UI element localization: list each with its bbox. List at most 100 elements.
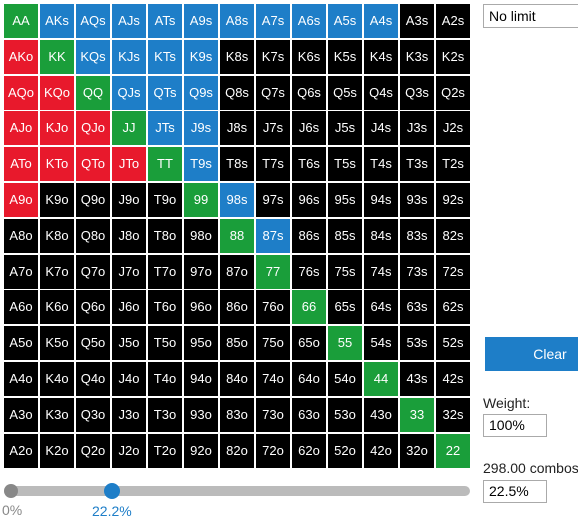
hand-cell[interactable]: AQs <box>76 4 110 38</box>
hand-cell[interactable]: A8o <box>4 218 38 253</box>
hand-cell[interactable]: J4o <box>112 362 146 396</box>
hand-cell[interactable]: Q9o <box>76 183 110 217</box>
hand-cell[interactable]: 44 <box>364 362 398 396</box>
hand-cell[interactable]: Q5o <box>76 326 110 361</box>
hand-cell[interactable]: 96s <box>292 183 326 217</box>
hand-cell[interactable]: QJs <box>112 75 146 110</box>
hand-cell[interactable]: Q4s <box>364 75 398 110</box>
hand-cell[interactable]: Q7o <box>76 254 110 289</box>
hand-cell[interactable]: 83s <box>400 218 434 253</box>
hand-cell[interactable]: T4s <box>364 147 398 182</box>
hand-cell[interactable]: 65o <box>292 326 326 361</box>
hand-cell[interactable]: 32s <box>436 397 470 432</box>
hand-cell[interactable]: J5s <box>328 111 362 146</box>
hand-cell[interactable]: 33 <box>400 397 434 432</box>
hand-cell[interactable]: K4o <box>40 362 74 396</box>
hand-cell[interactable]: Q5s <box>328 75 362 110</box>
hand-cell[interactable]: 74o <box>256 362 290 396</box>
hand-cell[interactable]: TT <box>148 147 182 182</box>
hand-cell[interactable]: T5o <box>148 326 182 361</box>
hand-cell[interactable]: J8s <box>220 111 254 146</box>
hand-cell[interactable]: QTo <box>76 147 110 182</box>
hand-cell[interactable]: A7o <box>4 254 38 289</box>
hand-cell[interactable]: 85s <box>328 218 362 253</box>
hand-cell[interactable]: 53o <box>328 397 362 432</box>
hand-cell[interactable]: J2o <box>112 433 146 468</box>
hand-cell[interactable]: JJ <box>112 111 146 146</box>
hand-cell[interactable]: J3o <box>112 397 146 432</box>
hand-cell[interactable]: 98s <box>220 183 254 217</box>
hand-cell[interactable]: K5o <box>40 326 74 361</box>
hand-cell[interactable]: Q6s <box>292 75 326 110</box>
hand-cell[interactable]: T5s <box>328 147 362 182</box>
hand-cell[interactable]: T6s <box>292 147 326 182</box>
hand-cell[interactable]: ATs <box>148 4 182 38</box>
hand-cell[interactable]: K9s <box>184 39 218 74</box>
hand-cell[interactable]: KQo <box>40 75 74 110</box>
hand-cell[interactable]: J4s <box>364 111 398 146</box>
hand-cell[interactable]: A6o <box>4 290 38 325</box>
hand-cell[interactable]: J9s <box>184 111 218 146</box>
hand-cell[interactable]: A3o <box>4 397 38 432</box>
hand-cell[interactable]: KTs <box>148 39 182 74</box>
hand-cell[interactable]: 94o <box>184 362 218 396</box>
hand-cell[interactable]: A7s <box>256 4 290 38</box>
hand-cell[interactable]: JTs <box>148 111 182 146</box>
hand-cell[interactable]: 22 <box>436 433 470 468</box>
hand-cell[interactable]: 54s <box>364 326 398 361</box>
hand-cell[interactable]: 96o <box>184 290 218 325</box>
slider-handle[interactable] <box>104 483 120 499</box>
hand-cell[interactable]: K8o <box>40 218 74 253</box>
hand-cell[interactable]: 97o <box>184 254 218 289</box>
hand-cell[interactable]: KTo <box>40 147 74 182</box>
hand-cell[interactable]: A9o <box>4 183 38 217</box>
hand-cell[interactable]: T6o <box>148 290 182 325</box>
hand-cell[interactable]: J3s <box>400 111 434 146</box>
hand-cell[interactable]: T9s <box>184 147 218 182</box>
hand-cell[interactable]: 87o <box>220 254 254 289</box>
hand-cell[interactable]: Q8o <box>76 218 110 253</box>
hand-cell[interactable]: AA <box>4 4 38 38</box>
hand-cell[interactable]: ATo <box>4 147 38 182</box>
hand-cell[interactable]: K2o <box>40 433 74 468</box>
hand-cell[interactable]: A4o <box>4 362 38 396</box>
hand-cell[interactable]: JTo <box>112 147 146 182</box>
hand-cell[interactable]: 55 <box>328 326 362 361</box>
hand-cell[interactable]: 92o <box>184 433 218 468</box>
hand-cell[interactable]: Q9s <box>184 75 218 110</box>
hand-cell[interactable]: AJs <box>112 4 146 38</box>
hand-cell[interactable]: 75o <box>256 326 290 361</box>
hand-cell[interactable]: J5o <box>112 326 146 361</box>
hand-cell[interactable]: A6s <box>292 4 326 38</box>
hand-cell[interactable]: 88 <box>220 218 254 253</box>
hand-cell[interactable]: K7o <box>40 254 74 289</box>
hand-cell[interactable]: 82o <box>220 433 254 468</box>
hand-cell[interactable]: K7s <box>256 39 290 74</box>
hand-cell[interactable]: 85o <box>220 326 254 361</box>
hand-cell[interactable]: 52o <box>328 433 362 468</box>
hand-cell[interactable]: 99 <box>184 183 218 217</box>
hand-cell[interactable]: 52s <box>436 326 470 361</box>
hand-cell[interactable]: K2s <box>436 39 470 74</box>
hand-cell[interactable]: J7s <box>256 111 290 146</box>
hand-cell[interactable]: 72s <box>436 254 470 289</box>
hand-cell[interactable]: 74s <box>364 254 398 289</box>
hand-cell[interactable]: K6s <box>292 39 326 74</box>
hand-cell[interactable]: A5s <box>328 4 362 38</box>
hand-cell[interactable]: 98o <box>184 218 218 253</box>
hand-cell[interactable]: J7o <box>112 254 146 289</box>
hand-cell[interactable]: KK <box>40 39 74 74</box>
hand-cell[interactable]: A4s <box>364 4 398 38</box>
hand-cell[interactable]: A2s <box>436 4 470 38</box>
hand-cell[interactable]: Q4o <box>76 362 110 396</box>
hand-cell[interactable]: K5s <box>328 39 362 74</box>
hand-cell[interactable]: K8s <box>220 39 254 74</box>
hand-cell[interactable]: Q7s <box>256 75 290 110</box>
hand-cell[interactable]: K6o <box>40 290 74 325</box>
hand-cell[interactable]: K9o <box>40 183 74 217</box>
hand-cell[interactable]: 72o <box>256 433 290 468</box>
clear-button[interactable]: Clear <box>485 337 578 371</box>
hand-cell[interactable]: J2s <box>436 111 470 146</box>
hand-cell[interactable]: 97s <box>256 183 290 217</box>
hand-cell[interactable]: 73s <box>400 254 434 289</box>
